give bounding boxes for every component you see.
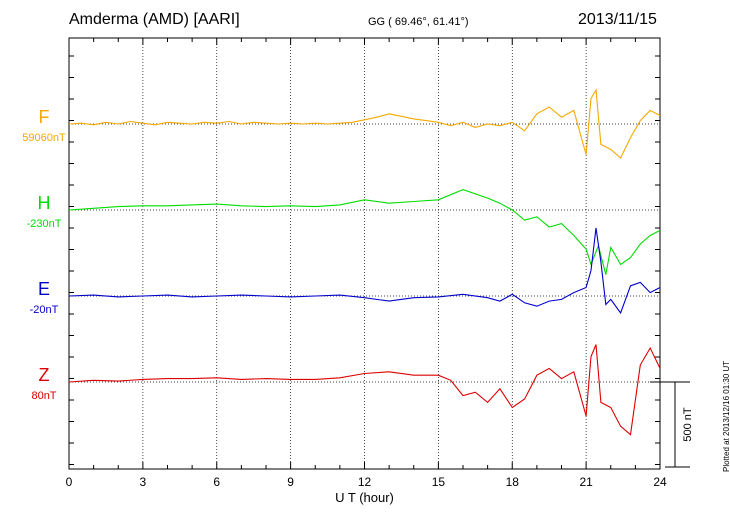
series-z-line bbox=[68, 344, 661, 436]
series-h-baseline-label: -230nT bbox=[27, 218, 62, 230]
series-f-name: F bbox=[39, 107, 50, 127]
x-tick-label: 9 bbox=[287, 475, 294, 489]
x-tick-label: 0 bbox=[66, 475, 73, 489]
x-tick-label: 6 bbox=[213, 475, 220, 489]
x-axis-label: U T (hour) bbox=[335, 490, 394, 505]
x-tick-label: 24 bbox=[653, 475, 667, 489]
x-tick-label: 18 bbox=[506, 475, 520, 489]
series-e-name: E bbox=[38, 279, 50, 299]
series-f-baseline-label: 59060nT bbox=[22, 132, 66, 144]
geographic-coords: GG ( 69.46°, 61.41°) bbox=[368, 16, 469, 28]
plotted-note: Plotted at 2013/12/16 01:30 UT bbox=[722, 360, 730, 472]
x-tick-label: 3 bbox=[140, 475, 147, 489]
x-tick-label: 21 bbox=[579, 475, 593, 489]
series-e-baseline-label: -20nT bbox=[30, 304, 59, 316]
series-f-line bbox=[68, 88, 661, 159]
date-label: 2013/11/15 bbox=[578, 11, 657, 28]
scale-bar-label: 500 nT bbox=[682, 407, 694, 442]
station-title: Amderma (AMD) [AARI] bbox=[69, 11, 240, 28]
x-tick-label: 12 bbox=[358, 475, 372, 489]
series-z-baseline-label: 80nT bbox=[31, 390, 56, 402]
series-e-line bbox=[68, 227, 661, 315]
series-h-line bbox=[68, 189, 661, 275]
series-z-name: Z bbox=[39, 365, 50, 385]
series-h-name: H bbox=[38, 193, 51, 213]
x-tick-label: 15 bbox=[432, 475, 446, 489]
